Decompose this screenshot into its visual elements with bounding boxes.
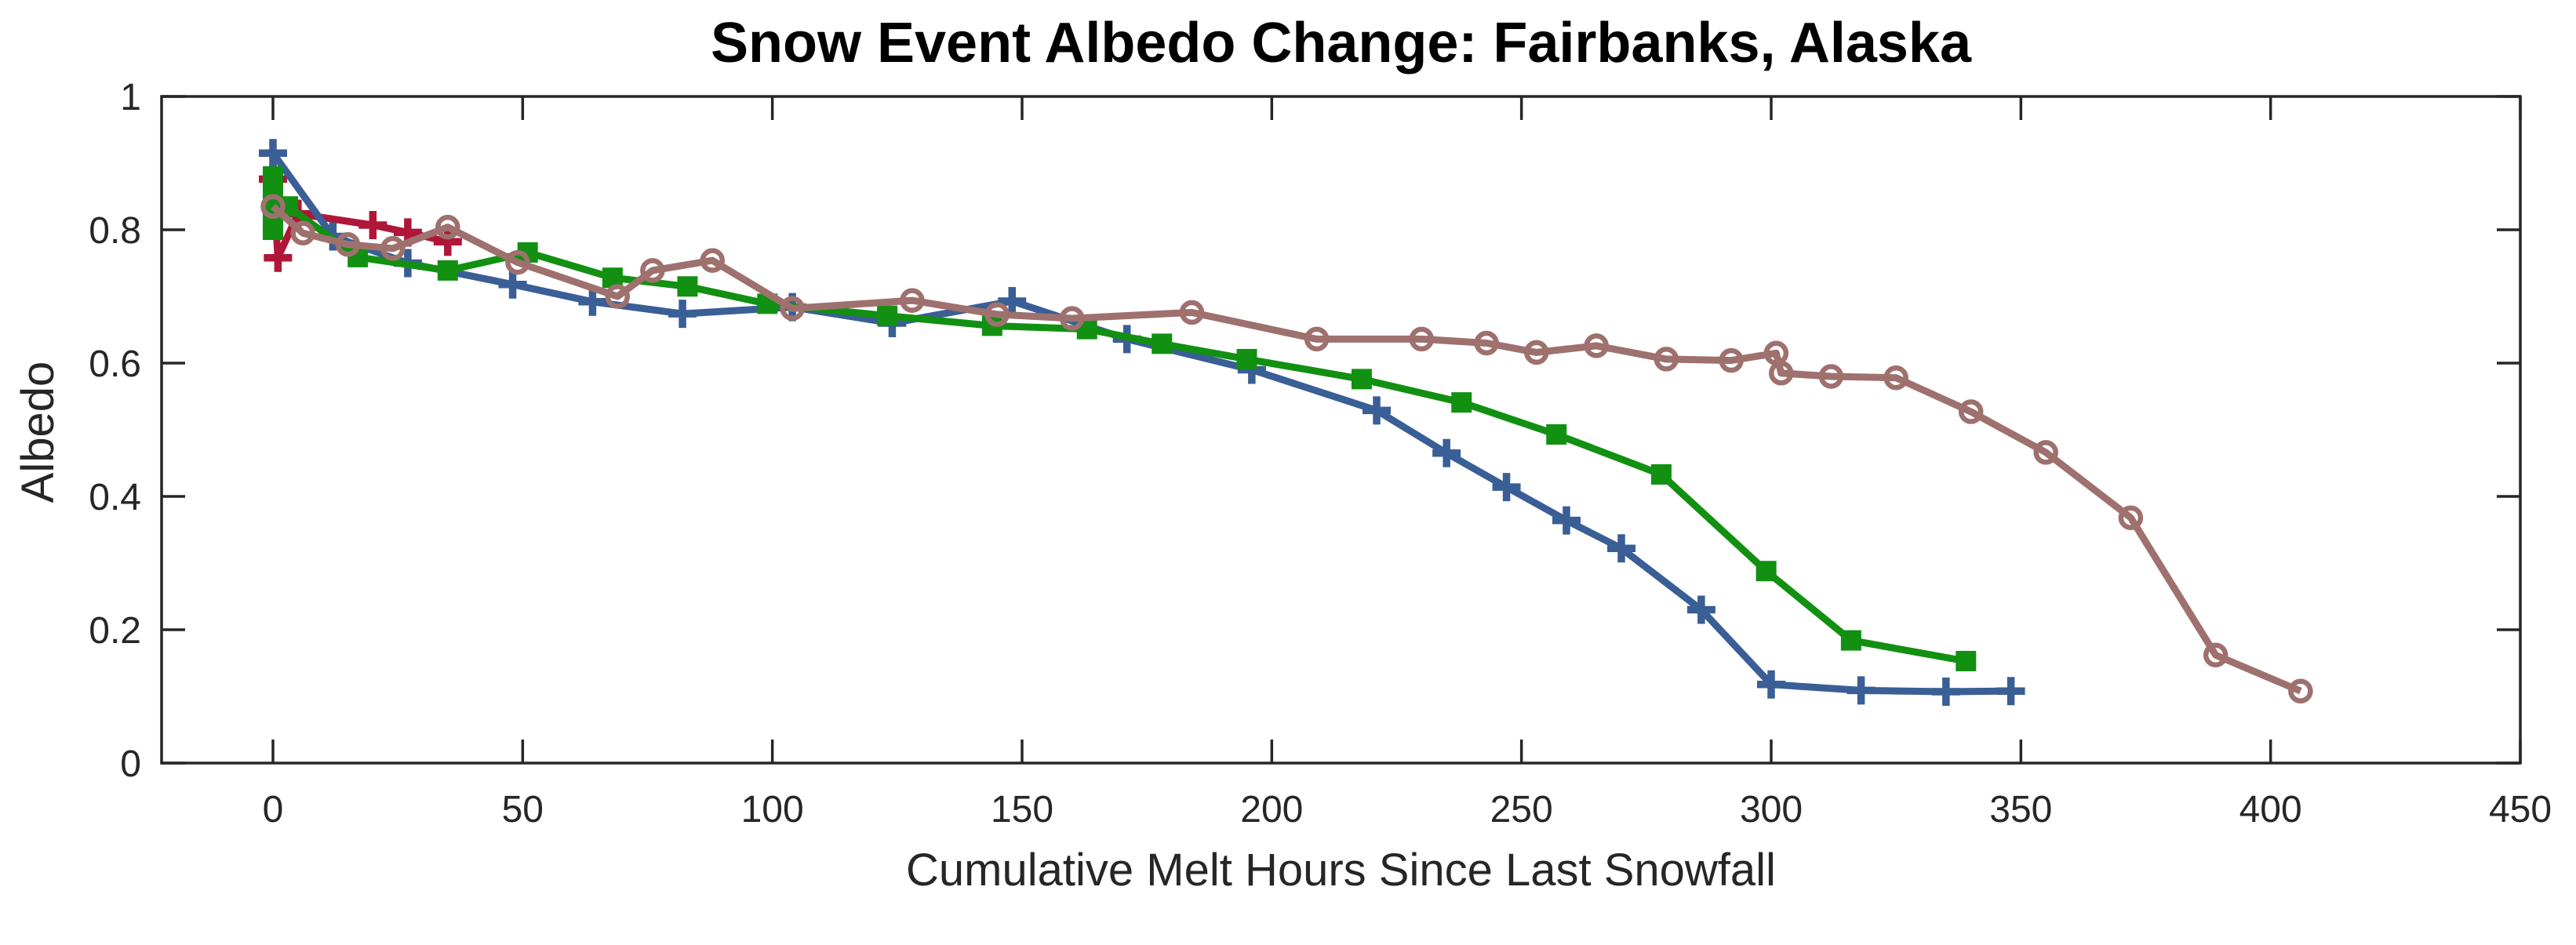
series-marker-snow-event-brown: [605, 284, 631, 309]
series-marker-snow-event-brown: [1304, 326, 1330, 352]
series-marker-snow-event-brown: [435, 214, 460, 240]
y-tick-label: 1: [120, 77, 141, 118]
series-marker-snow-event-brown: [2033, 440, 2058, 465]
series-marker-snow-event-blue: [998, 286, 1027, 315]
x-tick-label: 450: [2489, 789, 2552, 831]
x-tick-label: 350: [1989, 789, 2052, 831]
x-tick-label: 250: [1490, 789, 1553, 831]
series-marker-snow-event-brown: [2118, 505, 2144, 530]
series-marker-snow-event-brown: [1719, 347, 1744, 373]
series-marker-snow-event-green: [437, 260, 458, 281]
y-tick-label: 0: [120, 743, 141, 785]
x-tick-label: 100: [741, 789, 804, 831]
series-marker-snow-event-brown: [640, 258, 665, 283]
series-marker-snow-event-green: [262, 220, 283, 240]
series-marker-snow-event-brown: [1179, 300, 1205, 325]
y-tick-label: 0.6: [89, 343, 141, 385]
series-marker-snow-event-blue: [1996, 677, 2025, 706]
series-marker-snow-event-blue: [1756, 670, 1785, 699]
y-tick-label: 0.2: [89, 610, 141, 652]
series-marker-snow-event-green: [1650, 463, 1672, 485]
series-marker-snow-event-brown: [1474, 330, 1499, 356]
series-marker-snow-event-brown: [2203, 642, 2229, 668]
series-marker-snow-event-brown: [1958, 399, 1984, 424]
series-marker-snow-event-brown: [900, 288, 925, 313]
series-marker-snow-event-green: [1351, 369, 1372, 390]
series-line-snow-event-brown: [271, 203, 2302, 695]
x-tick-label: 50: [502, 789, 544, 831]
series-marker-snow-event-green: [1236, 348, 1257, 369]
series-marker-snow-event-green: [1756, 561, 1777, 582]
series-marker-snow-event-green: [1546, 423, 1567, 445]
series-marker-snow-event-crimson: [358, 211, 387, 240]
series-marker-snow-event-brown: [335, 231, 361, 257]
series-marker-snow-event-brown: [505, 249, 530, 275]
y-axis-label: Albedo: [13, 361, 64, 503]
x-tick-label: 400: [2239, 789, 2302, 831]
x-tick-label: 150: [991, 789, 1053, 831]
series-marker-snow-event-brown: [1524, 340, 1549, 365]
series-marker-snow-event-brown: [290, 220, 315, 245]
series-marker-snow-event-brown: [700, 248, 725, 273]
plot-box: [160, 95, 2522, 765]
x-tick-label: 300: [1740, 789, 1803, 831]
chart-title: Snow Event Albedo Change: Fairbanks, Ala…: [710, 12, 1972, 75]
x-tick-label: 0: [263, 789, 284, 831]
series-line-snow-event-blue: [270, 151, 2011, 696]
series-marker-snow-event-brown: [1768, 361, 1794, 386]
series-marker-snow-event-green: [1956, 650, 1977, 671]
y-tick-label: 0.4: [89, 477, 141, 518]
series-marker-snow-event-blue: [498, 270, 527, 299]
series-marker-snow-event-blue: [1686, 595, 1716, 624]
series-marker-snow-event-brown: [380, 236, 406, 261]
series-marker-snow-event-brown: [1818, 364, 1844, 389]
series-marker-snow-event-crimson: [433, 227, 462, 256]
x-axis-label: Cumulative Melt Hours Since Last Snowfal…: [906, 845, 1776, 896]
series-marker-snow-event-blue: [1492, 473, 1521, 502]
series-marker-snow-event-brown: [1059, 306, 1085, 331]
x-tick-label: 200: [1240, 789, 1303, 831]
series-marker-snow-event-blue: [1432, 438, 1461, 467]
series-marker-snow-event-blue: [1931, 678, 1960, 707]
series-marker-snow-event-brown: [1654, 347, 1679, 372]
series-marker-snow-event-green: [1840, 630, 1861, 651]
series-marker-snow-event-green: [1152, 333, 1173, 354]
series-marker-snow-event-brown: [780, 296, 805, 322]
series-marker-snow-event-green: [1451, 392, 1472, 413]
series-marker-snow-event-crimson: [264, 243, 293, 272]
series-marker-snow-event-brown: [260, 194, 286, 219]
y-tick-label: 0.8: [89, 210, 141, 252]
series-marker-snow-event-blue: [258, 139, 287, 168]
series-marker-snow-event-brown: [1883, 365, 1908, 391]
series-marker-snow-event-blue: [668, 300, 697, 329]
series-marker-snow-event-blue: [1363, 396, 1392, 425]
series-marker-snow-event-blue: [578, 287, 607, 316]
series-marker-snow-event-blue: [1552, 506, 1581, 535]
series-marker-snow-event-green: [877, 305, 898, 326]
series-marker-snow-event-brown: [984, 302, 1010, 327]
series-marker-snow-event-brown: [2288, 678, 2313, 703]
series-marker-snow-event-blue: [1606, 534, 1635, 563]
series-marker-snow-event-green: [677, 276, 698, 297]
series-marker-snow-event-brown: [1584, 333, 1609, 358]
series-marker-snow-event-blue: [1846, 676, 1876, 705]
series-marker-snow-event-brown: [1409, 326, 1435, 352]
